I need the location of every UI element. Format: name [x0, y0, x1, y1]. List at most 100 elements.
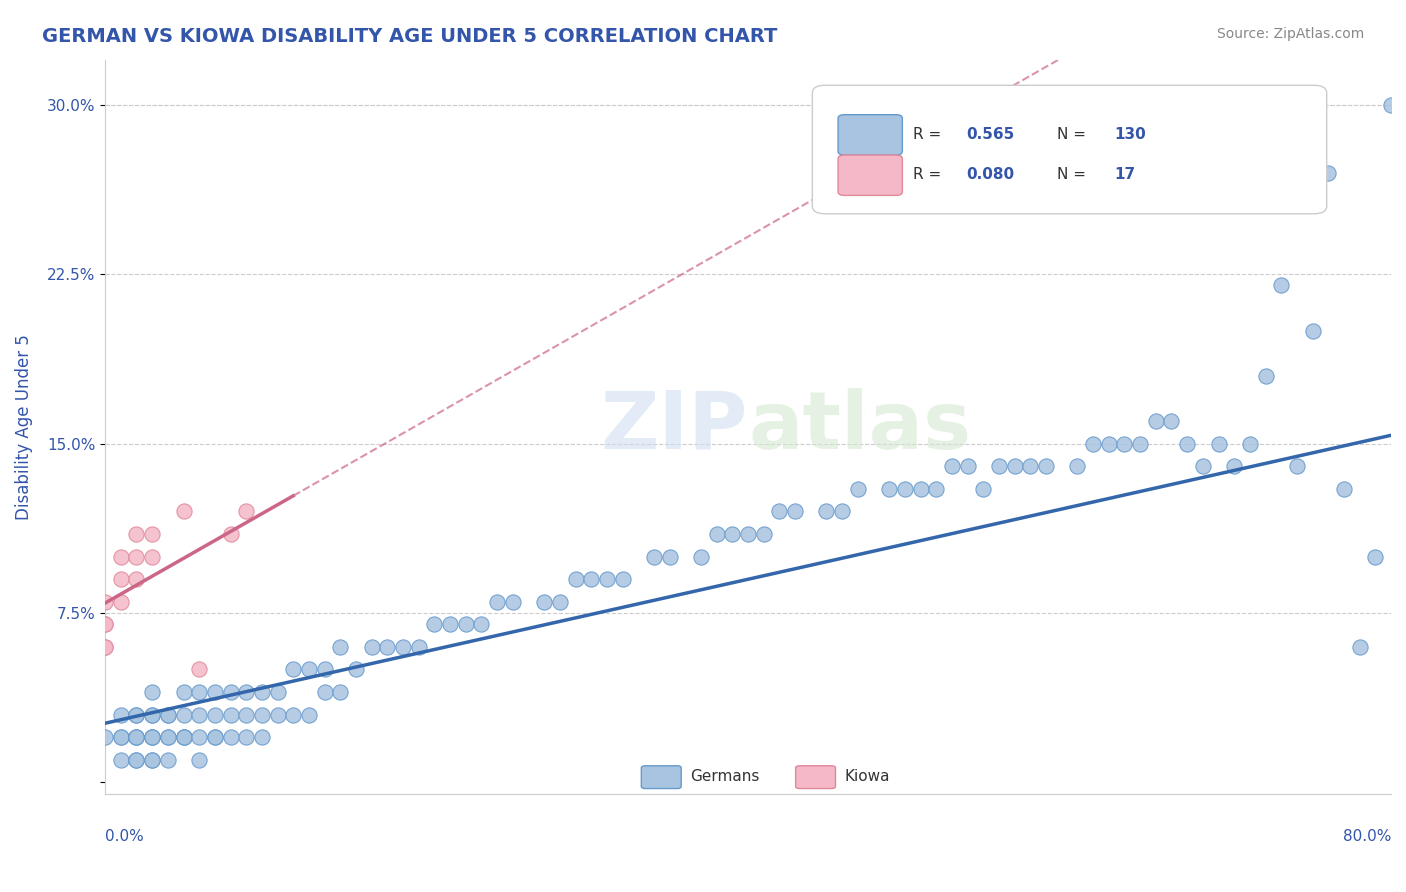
- Point: [486, 595, 509, 609]
- Point: [173, 730, 195, 744]
- Point: [125, 549, 148, 564]
- Text: Source: ZipAtlas.com: Source: ZipAtlas.com: [1216, 27, 1364, 41]
- Text: 130: 130: [1115, 127, 1146, 142]
- Point: [125, 730, 148, 744]
- Text: Germans: Germans: [690, 769, 759, 784]
- Point: [283, 707, 305, 722]
- Point: [846, 482, 869, 496]
- Point: [125, 753, 148, 767]
- Point: [156, 707, 179, 722]
- Point: [125, 707, 148, 722]
- Point: [141, 549, 163, 564]
- Point: [1114, 436, 1136, 450]
- Point: [658, 549, 681, 564]
- Point: [219, 685, 242, 699]
- Point: [188, 730, 211, 744]
- Point: [141, 753, 163, 767]
- Point: [1175, 436, 1198, 450]
- Point: [125, 527, 148, 541]
- Point: [1285, 459, 1308, 474]
- Point: [894, 482, 917, 496]
- FancyBboxPatch shape: [838, 155, 903, 195]
- Point: [1066, 459, 1088, 474]
- Point: [470, 617, 492, 632]
- Point: [125, 730, 148, 744]
- Point: [235, 685, 257, 699]
- FancyBboxPatch shape: [813, 86, 1327, 214]
- Point: [110, 730, 132, 744]
- Point: [423, 617, 446, 632]
- Point: [785, 504, 807, 518]
- Point: [972, 482, 994, 496]
- Point: [1348, 640, 1371, 654]
- Point: [156, 753, 179, 767]
- Point: [1270, 278, 1292, 293]
- Y-axis label: Disability Age Under 5: Disability Age Under 5: [15, 334, 32, 519]
- Text: atlas: atlas: [748, 388, 972, 466]
- Point: [548, 595, 571, 609]
- Point: [188, 685, 211, 699]
- Point: [173, 730, 195, 744]
- Point: [110, 753, 132, 767]
- Point: [141, 527, 163, 541]
- Text: R =: R =: [912, 127, 946, 142]
- Point: [314, 685, 336, 699]
- Point: [815, 504, 838, 518]
- Point: [564, 572, 586, 586]
- Point: [94, 640, 117, 654]
- Point: [173, 504, 195, 518]
- Point: [266, 707, 288, 722]
- Point: [690, 549, 713, 564]
- Point: [156, 707, 179, 722]
- Point: [141, 753, 163, 767]
- Point: [204, 685, 226, 699]
- Point: [1317, 165, 1340, 179]
- Point: [250, 730, 273, 744]
- Point: [110, 730, 132, 744]
- Point: [173, 685, 195, 699]
- Point: [298, 707, 321, 722]
- Point: [1395, 504, 1406, 518]
- Point: [141, 730, 163, 744]
- Point: [110, 595, 132, 609]
- Point: [612, 572, 634, 586]
- Text: ZIP: ZIP: [600, 388, 748, 466]
- Point: [329, 685, 352, 699]
- Point: [125, 572, 148, 586]
- Point: [1254, 368, 1277, 383]
- Point: [283, 663, 305, 677]
- Point: [156, 730, 179, 744]
- Point: [1333, 482, 1355, 496]
- FancyBboxPatch shape: [641, 765, 681, 789]
- Point: [987, 459, 1010, 474]
- Point: [188, 663, 211, 677]
- Text: N =: N =: [1057, 168, 1091, 182]
- Point: [298, 663, 321, 677]
- Point: [1019, 459, 1042, 474]
- Point: [941, 459, 963, 474]
- Point: [1129, 436, 1152, 450]
- Point: [141, 730, 163, 744]
- Point: [581, 572, 603, 586]
- Point: [1302, 324, 1324, 338]
- Text: 0.080: 0.080: [967, 168, 1015, 182]
- Point: [454, 617, 477, 632]
- Point: [125, 730, 148, 744]
- Point: [94, 617, 117, 632]
- Point: [141, 685, 163, 699]
- Point: [219, 707, 242, 722]
- Point: [344, 663, 367, 677]
- Point: [596, 572, 619, 586]
- Point: [314, 663, 336, 677]
- FancyBboxPatch shape: [838, 115, 903, 155]
- Point: [250, 685, 273, 699]
- Point: [219, 527, 242, 541]
- Point: [737, 527, 759, 541]
- Point: [94, 730, 117, 744]
- Point: [235, 707, 257, 722]
- Point: [1160, 414, 1182, 428]
- Point: [752, 527, 775, 541]
- Point: [1035, 459, 1057, 474]
- Text: 0.565: 0.565: [967, 127, 1015, 142]
- Point: [1004, 459, 1026, 474]
